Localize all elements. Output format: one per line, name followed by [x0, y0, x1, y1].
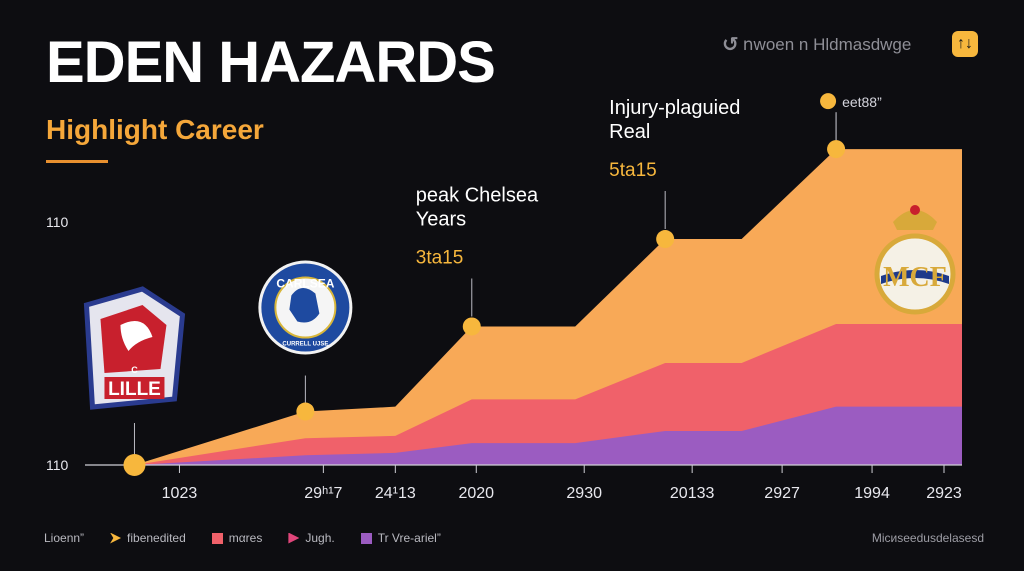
y-tick-label: 110	[46, 214, 69, 230]
swirl-logo-icon: ↺	[722, 34, 739, 56]
legend-swatch	[288, 532, 300, 544]
crest-text: CARLSEA	[276, 277, 334, 291]
brand-text: ոwoen n Hldmasdwge	[742, 34, 912, 54]
crest-band	[881, 270, 949, 284]
share-button[interactable]: ↑↓	[952, 31, 978, 57]
crest-text: LILLE	[108, 379, 161, 400]
x-tick-label: 2020	[458, 485, 494, 502]
crest-sub-text: CURRELL UJSE	[282, 342, 328, 348]
crest-head	[120, 321, 153, 351]
legend-item: fibenedited	[110, 531, 186, 545]
legend-label: Tr Vre-ariel”	[377, 531, 441, 545]
milestone-label: peak Chelsea	[416, 184, 539, 206]
legend-item: Tr Vre-ariel”	[360, 531, 441, 545]
milestone-marker	[656, 230, 675, 249]
legend-item: mαres	[211, 531, 263, 545]
milestone-top-label: eet88”	[842, 94, 882, 110]
y-tick-label: 110	[46, 457, 69, 473]
legend-swatch	[110, 532, 122, 544]
tick-labels: 110 110 1023 29ʰ¹7 24¹13 2020 2930 20133 2927 199…	[46, 214, 962, 502]
real-madrid-crest-icon: MCF	[874, 205, 956, 315]
legend-label: mαres	[228, 531, 263, 545]
milestone-label-line2: Years	[416, 208, 466, 230]
milestone-label: Injury-plaguied	[609, 97, 740, 119]
x-tick-label: 2930	[566, 485, 602, 502]
lille-crest-icon: C LILLE	[83, 286, 186, 410]
legend-label: Jugh.	[305, 531, 335, 545]
milestone-marker	[123, 454, 146, 476]
x-tick-label: 2923	[926, 485, 962, 502]
milestone-value: 3ta15	[416, 247, 464, 268]
page-title: EDEN HAZARDS	[46, 30, 496, 95]
crest-sub-text: C	[131, 365, 138, 375]
legend-label: Lіоеnn”	[44, 531, 85, 545]
x-tick-label: 1994	[854, 485, 890, 502]
x-tick-label: 20133	[670, 485, 715, 502]
milestone-label-line2: Real	[609, 121, 650, 143]
area-series-3	[134, 406, 962, 465]
x-tick-label: 1023	[162, 485, 198, 502]
crest-banner	[104, 377, 165, 399]
crest-crown-jewel	[910, 205, 920, 215]
chelsea-crest-icon: CARLSEA CURRELL UJSE	[258, 260, 353, 355]
legend-item: Lіоеnn”	[44, 531, 84, 545]
crest-lion	[289, 288, 320, 323]
milestone-marker	[827, 140, 846, 159]
legend: Lіоеnn” fibenedited mαres Jugh. Tr Vre-ariel…	[44, 531, 984, 545]
crest-text: MCF	[883, 262, 947, 293]
subtitle-underline	[46, 160, 108, 163]
legend-note: Mісиseedusdelasesd	[871, 531, 984, 545]
share-icon: ↑↓	[957, 35, 973, 52]
brand-link[interactable]: ↺ ոwoen n Hldmasdwge	[722, 32, 911, 57]
legend-label: fibenedited	[127, 531, 186, 545]
area-layers	[134, 149, 962, 465]
x-tick-label: 2927	[764, 485, 800, 502]
club-crests: C LILLE CARLSEA CURRELL UJSE MCF	[83, 205, 956, 410]
legend-item: Jugh.	[288, 531, 335, 545]
legend-swatch	[360, 532, 372, 544]
milestone-value: 5ta15	[609, 160, 657, 181]
milestone-marker	[296, 402, 315, 421]
legend-swatch	[211, 532, 223, 544]
crest-crown	[893, 210, 937, 230]
page-subtitle: Highlight Career	[46, 114, 264, 145]
milestone-top-dot	[820, 93, 837, 110]
x-tick-label: 24¹13	[375, 485, 416, 502]
milestone-marker	[462, 317, 481, 336]
x-tick-label: 29ʰ¹7	[304, 485, 342, 502]
